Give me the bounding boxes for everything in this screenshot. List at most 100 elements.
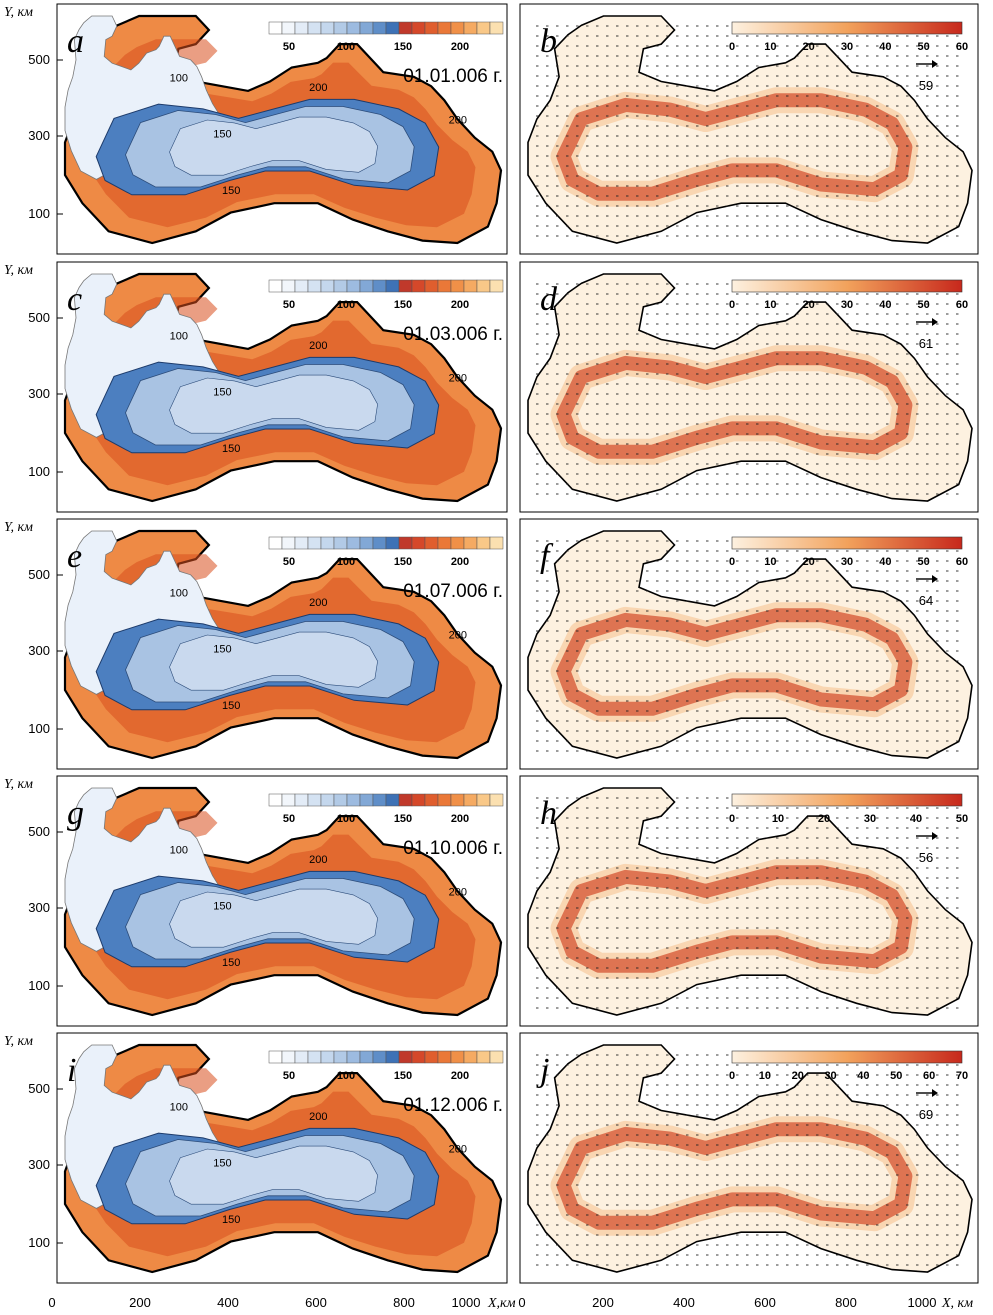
y-axis-left: Y, км 500 300 100	[4, 1034, 63, 1250]
colorbar-cell	[489, 793, 504, 807]
colorbar-tick: 50	[283, 813, 295, 825]
colorbar-cell	[385, 279, 400, 293]
colorbar-cell	[437, 793, 452, 807]
colorbar-cell	[489, 1050, 504, 1064]
y-tick-label: 300	[28, 900, 50, 915]
contour-label: 200	[449, 373, 467, 385]
colorbar-cell	[476, 536, 491, 550]
contour-label: 100	[170, 588, 188, 600]
reference-vector-label: 64	[919, 593, 933, 608]
colorbar-cell	[333, 793, 348, 807]
colorbar-tick: 10	[764, 556, 776, 568]
depth-map-panel: 100 150 150 200 200 50 100 150 200 01.03.006 г. c	[56, 261, 508, 513]
colorbar-tick: 20	[803, 299, 815, 311]
colorbar-cell	[268, 21, 283, 35]
colorbar-cell	[359, 793, 374, 807]
colorbar-cell	[398, 536, 413, 550]
y-tick-label: 300	[28, 1157, 50, 1172]
deep-basin-center	[169, 1145, 378, 1205]
depth-map-panel: 100 150 150 200 200 50 100 150 200 01.10.006 г. g	[56, 775, 508, 1027]
colorbar-cell	[385, 1050, 400, 1064]
rim-current	[556, 1122, 913, 1230]
speed-colorbar	[731, 793, 963, 807]
colorbar-cell	[424, 536, 439, 550]
rim-current-halo	[550, 602, 919, 722]
colorbar-tick: 0	[729, 41, 735, 53]
colorbar-tick: 0	[729, 556, 735, 568]
contour-label: 200	[449, 630, 467, 642]
date-label: 01.07.006 г.	[403, 581, 503, 602]
colorbar-tick: 150	[394, 1070, 412, 1082]
colorbar-cell	[463, 793, 478, 807]
colorbar-cell	[346, 536, 361, 550]
y-axis-left: Y, км 500 300 100	[4, 5, 63, 221]
colorbar-cell	[450, 21, 465, 35]
y-axis-label: Y, км	[4, 520, 33, 535]
colorbar-tick: 40	[910, 813, 922, 825]
colorbar-tick: 50	[956, 813, 968, 825]
colorbar-cell	[372, 279, 387, 293]
colorbar-cell	[398, 1050, 413, 1064]
colorbar-cell	[281, 21, 296, 35]
y-tick-label: 100	[28, 1235, 50, 1250]
colorbar-cell	[320, 279, 335, 293]
colorbar-cell	[333, 536, 348, 550]
panel-letter: c	[67, 281, 82, 318]
contour-label: 150	[213, 901, 231, 913]
colorbar-cell	[346, 279, 361, 293]
colorbar-cell	[294, 1050, 309, 1064]
colorbar-tick: 100	[337, 1070, 355, 1082]
deep-basin-center	[169, 631, 378, 691]
colorbar-tick: 10	[764, 299, 776, 311]
colorbar-cell	[281, 536, 296, 550]
colorbar-cell	[437, 1050, 452, 1064]
colorbar-cell	[281, 279, 296, 293]
colorbar-cell	[372, 1050, 387, 1064]
rim-current-halo	[550, 87, 919, 207]
colorbar-cell	[307, 279, 322, 293]
y-axis-label: Y, км	[4, 263, 33, 278]
colorbar-cell	[437, 21, 452, 35]
rim-current	[556, 865, 913, 973]
velocity-map-panel: 0 10 20 30 40 50 60 59 b	[519, 3, 979, 255]
colorbar-tick: 50	[283, 299, 295, 311]
contour-label: 150	[222, 957, 240, 969]
colorbar-tick: 40	[879, 41, 891, 53]
colorbar-cell	[463, 536, 478, 550]
rim-current-halo	[550, 859, 919, 979]
speed-colorbar	[731, 21, 963, 35]
speed-colorbar	[731, 1050, 963, 1064]
y-axis-label: Y, км	[4, 1034, 33, 1049]
colorbar-cell	[463, 21, 478, 35]
reference-vector-label: 56	[919, 850, 933, 865]
y-tick-label: 300	[28, 128, 50, 143]
contour-label: 200	[309, 1111, 327, 1123]
colorbar-tick: 200	[451, 41, 469, 53]
colorbar-tick: 60	[956, 299, 968, 311]
colorbar-cell	[385, 21, 400, 35]
colorbar-cell	[307, 793, 322, 807]
colorbar-tick: 60	[956, 556, 968, 568]
contour-label: 100	[170, 1102, 188, 1114]
y-tick-label: 500	[28, 52, 50, 67]
colorbar-tick: 200	[451, 813, 469, 825]
date-label: 01.01.006 г.	[403, 66, 503, 87]
colorbar-cell	[424, 793, 439, 807]
colorbar-tick: 40	[879, 556, 891, 568]
colorbar-tick: 30	[841, 556, 853, 568]
depth-map-panel: 100 150 150 200 200 50 100 150 200 01.12.006 г. i	[56, 1032, 508, 1284]
panel-letter: a	[67, 23, 84, 60]
colorbar-cell	[281, 1050, 296, 1064]
colorbar-cell	[398, 21, 413, 35]
colorbar-tick: 150	[394, 813, 412, 825]
contour-label: 200	[309, 82, 327, 94]
depth-map-panel: 100 150 150 200 200 50 100 150 200 01.07.006 г. e	[56, 518, 508, 770]
contour-label: 150	[222, 700, 240, 712]
date-label: 01.12.006 г.	[403, 1095, 503, 1116]
contour-label: 200	[449, 887, 467, 899]
colorbar-cell	[320, 21, 335, 35]
colorbar-cell	[411, 279, 426, 293]
colorbar-cell	[307, 21, 322, 35]
colorbar-cell	[424, 1050, 439, 1064]
